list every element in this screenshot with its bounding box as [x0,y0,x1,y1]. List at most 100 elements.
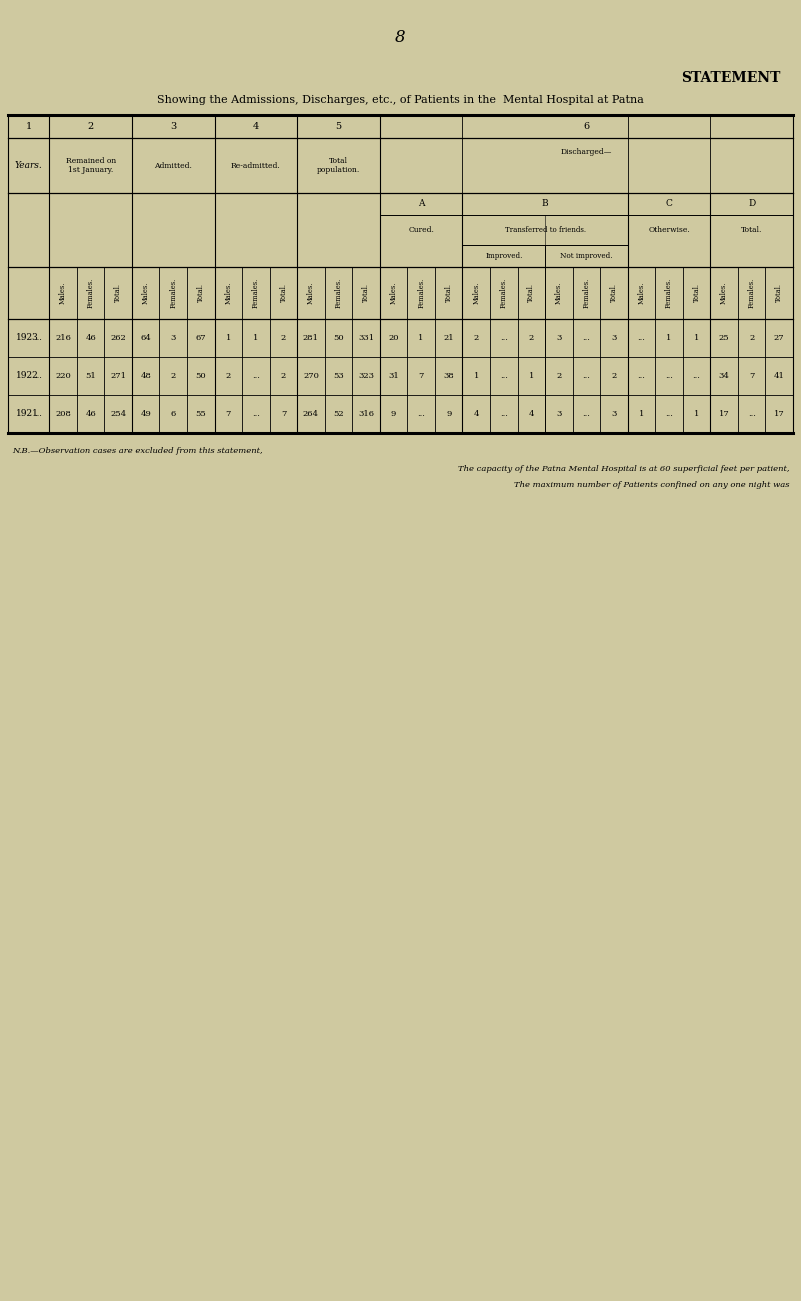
Text: 38: 38 [443,372,454,380]
Text: 270: 270 [303,372,319,380]
Text: 1: 1 [639,410,644,418]
Text: ...: ... [582,334,590,342]
Text: Females.: Females. [335,278,343,308]
Text: 220: 220 [55,372,71,380]
Text: Remained on
1st January.: Remained on 1st January. [66,157,116,174]
Text: Males.: Males. [307,282,315,304]
Text: 31: 31 [388,372,399,380]
Text: 4: 4 [529,410,534,418]
Text: 323: 323 [358,372,374,380]
Text: Males.: Males. [142,282,150,304]
Text: 50: 50 [195,372,206,380]
Text: 1: 1 [253,334,259,342]
Text: 2: 2 [473,334,479,342]
Text: 3: 3 [556,410,562,418]
Text: Total.: Total. [280,284,288,303]
Text: Males.: Males. [59,282,67,304]
Text: Total.: Total. [741,226,763,234]
Text: Showing the Admissions, Discharges, etc., of Patients in the  Mental Hospital at: Showing the Admissions, Discharges, etc.… [156,95,643,105]
Text: ...: ... [34,334,42,342]
Text: Total.: Total. [115,284,123,303]
Text: 46: 46 [85,334,96,342]
Text: ...: ... [665,410,673,418]
Text: Years.: Years. [14,161,42,170]
Text: ...: ... [500,334,508,342]
Text: B: B [541,199,549,208]
Text: 6: 6 [583,122,590,131]
Text: 7: 7 [281,410,286,418]
Text: Total.: Total. [362,284,370,303]
Text: Females.: Females. [87,278,95,308]
Text: 25: 25 [718,334,730,342]
Text: Females.: Females. [252,278,260,308]
Text: ...: ... [252,372,260,380]
Text: ...: ... [582,372,590,380]
Text: 6: 6 [171,410,176,418]
Text: ...: ... [638,372,646,380]
Text: Transferred to friends.: Transferred to friends. [505,226,586,234]
Text: Total.: Total. [610,284,618,303]
Text: 17: 17 [718,410,730,418]
Text: Cured.: Cured. [409,226,434,234]
Text: 264: 264 [303,410,319,418]
Text: 1: 1 [473,372,479,380]
Text: Improved.: Improved. [485,252,522,260]
Text: 50: 50 [333,334,344,342]
Text: 2: 2 [611,372,617,380]
Text: Females.: Females. [500,278,508,308]
Text: ...: ... [638,334,646,342]
Text: 49: 49 [140,410,151,418]
Text: 17: 17 [774,410,785,418]
Text: 1: 1 [418,334,424,342]
Text: 41: 41 [774,372,785,380]
Text: 3: 3 [611,334,617,342]
Text: 48: 48 [140,372,151,380]
Text: 1: 1 [694,410,699,418]
Text: Males.: Males. [638,282,646,304]
Text: Total.: Total. [775,284,783,303]
Text: Females.: Females. [169,278,177,308]
Text: Total.: Total. [445,284,453,303]
Text: Not improved.: Not improved. [560,252,613,260]
Text: 271: 271 [111,372,127,380]
Text: Total.: Total. [527,284,535,303]
Text: ...: ... [748,410,755,418]
Text: A: A [418,199,425,208]
Text: ...: ... [665,372,673,380]
Text: ...: ... [582,410,590,418]
Text: 64: 64 [140,334,151,342]
Text: 262: 262 [111,334,126,342]
Text: 67: 67 [195,334,206,342]
Text: ...: ... [417,410,425,418]
Text: 27: 27 [774,334,784,342]
Text: D: D [748,199,755,208]
Text: 2: 2 [171,372,176,380]
Text: ...: ... [252,410,260,418]
Text: ...: ... [500,372,508,380]
Text: Males.: Males. [224,282,232,304]
Text: 2: 2 [749,334,755,342]
Text: 1923: 1923 [16,333,39,342]
Text: Otherwise.: Otherwise. [648,226,690,234]
Text: 46: 46 [85,410,96,418]
Text: 1: 1 [26,122,32,131]
Text: 254: 254 [110,410,127,418]
Text: 1: 1 [226,334,231,342]
Text: 331: 331 [358,334,374,342]
Text: 3: 3 [556,334,562,342]
Text: Discharged—: Discharged— [561,148,612,156]
Text: 1921: 1921 [16,410,39,419]
Text: 2: 2 [281,372,286,380]
Text: 4: 4 [253,122,259,131]
Text: 7: 7 [418,372,424,380]
Text: 316: 316 [358,410,374,418]
Text: 2: 2 [529,334,534,342]
Text: 21: 21 [444,334,454,342]
Text: ...: ... [500,410,508,418]
Text: 281: 281 [303,334,319,342]
Text: 2: 2 [226,372,231,380]
Text: 5: 5 [336,122,341,131]
Text: 1922: 1922 [16,372,39,380]
Text: 1: 1 [694,334,699,342]
Text: 2: 2 [87,122,94,131]
